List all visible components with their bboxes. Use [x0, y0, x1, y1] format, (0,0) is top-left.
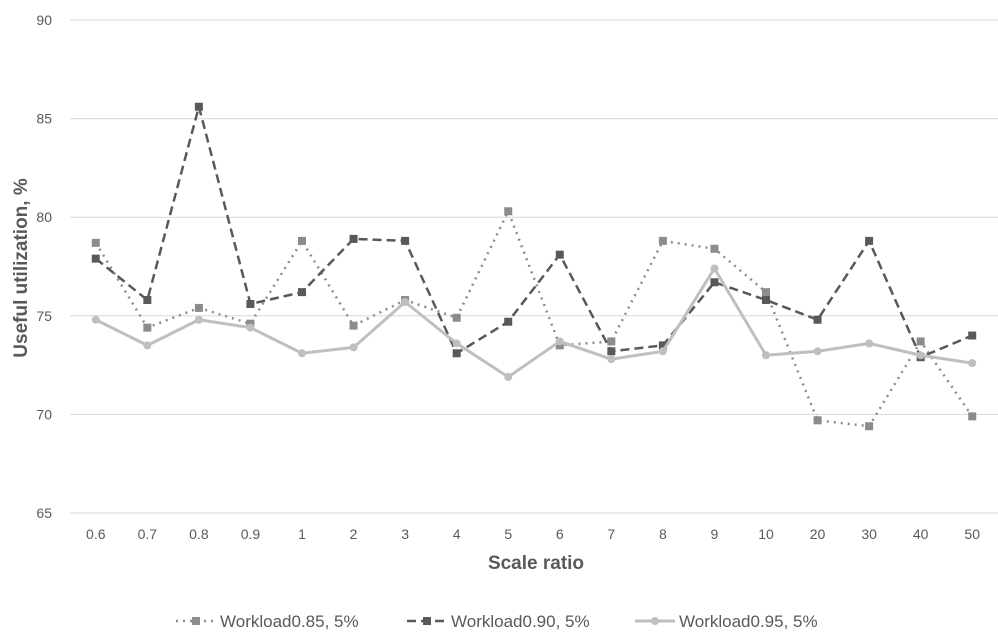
y-axis-title: Useful utilization, % [11, 178, 32, 358]
x-axis-title: Scale ratio [488, 553, 584, 574]
series-line [95, 266, 973, 379]
data-point [813, 416, 822, 425]
data-point [762, 288, 770, 297]
data-point [658, 347, 667, 356]
data-point [658, 236, 667, 245]
data-point [968, 359, 977, 368]
data-point [452, 349, 461, 358]
legend-label: Workload0.95, 5% [679, 612, 818, 631]
data-point [555, 250, 564, 259]
data-point [298, 349, 306, 358]
data-point [194, 303, 203, 312]
x-tick-labels: 0.6 0.7 0.8 0.9 1 2 3 4 5 6 7 8 9 10 20 30 40 50 [86, 526, 980, 542]
x-tick-label: 40 [913, 526, 929, 542]
data-point [607, 337, 616, 346]
x-tick-label: 30 [861, 526, 877, 542]
data-point [91, 254, 100, 263]
data-point [298, 288, 306, 297]
x-tick-label: 7 [607, 526, 615, 542]
data-point [143, 296, 152, 305]
data-point [401, 236, 410, 245]
data-point [246, 299, 255, 308]
data-point [452, 339, 461, 348]
legend-label: Workload0.90, 5% [451, 612, 590, 631]
y-tick-label: 90 [36, 12, 52, 28]
gridlines [70, 19, 998, 514]
data-point [762, 296, 770, 305]
data-point [91, 238, 100, 247]
data-point [865, 236, 874, 245]
x-tick-label: 0.7 [138, 526, 158, 542]
data-point [710, 264, 719, 273]
data-point [865, 339, 874, 348]
data-point [194, 315, 203, 324]
y-tick-label: 85 [36, 111, 52, 127]
data-point [658, 341, 667, 350]
x-tick-label: 50 [964, 526, 980, 542]
data-point [143, 323, 152, 332]
y-tick-label: 80 [36, 209, 52, 225]
data-point [916, 351, 925, 360]
y-tick-label: 65 [36, 505, 52, 521]
legend-item: Workload0.85, 5% [176, 612, 359, 631]
series-line [94, 210, 974, 428]
data-point [555, 337, 564, 346]
data-point [504, 207, 513, 216]
data-point [349, 343, 358, 352]
data-point [504, 317, 513, 326]
y-tick-label: 70 [36, 406, 52, 422]
data-point [968, 331, 977, 340]
data-point [813, 347, 822, 356]
x-tick-label: 10 [758, 526, 774, 542]
x-tick-label: 4 [453, 526, 461, 542]
data-point [710, 278, 719, 287]
data-point [349, 234, 358, 243]
data-point [504, 372, 513, 381]
series-line [94, 105, 973, 359]
legend-item: Workload0.90, 5% [407, 612, 590, 631]
series-1 [91, 207, 977, 431]
data-point [762, 351, 770, 360]
x-tick-label: 0.8 [189, 526, 209, 542]
data-point [91, 315, 100, 324]
data-point [865, 422, 874, 431]
data-point [452, 313, 461, 322]
legend-label: Workload0.85, 5% [220, 612, 359, 631]
series-lines [91, 102, 977, 431]
x-tick-label: 9 [711, 526, 719, 542]
x-tick-label: 5 [504, 526, 512, 542]
data-point [813, 315, 822, 324]
y-tick-label: 75 [36, 308, 52, 324]
data-point [143, 341, 152, 350]
legend: Workload0.85, 5% Workload0.90, 5% Workload… [176, 612, 818, 631]
data-point [607, 347, 616, 356]
x-tick-label: 8 [659, 526, 667, 542]
data-point [401, 297, 410, 306]
data-point [607, 355, 616, 364]
legend-swatch-marker [423, 617, 431, 625]
x-tick-label: 0.9 [241, 526, 261, 542]
x-tick-label: 2 [350, 526, 358, 542]
x-tick-label: 3 [401, 526, 409, 542]
data-point [194, 102, 203, 111]
x-tick-label: 1 [298, 526, 306, 542]
legend-swatch-marker [651, 617, 659, 625]
x-tick-label: 20 [810, 526, 826, 542]
data-point [246, 323, 255, 332]
x-tick-label: 6 [556, 526, 564, 542]
data-point [298, 236, 306, 245]
legend-item: Workload0.95, 5% [635, 612, 818, 631]
legend-swatch-marker [192, 617, 200, 625]
y-tick-labels: 65 70 75 80 85 90 [36, 12, 52, 521]
series-3 [91, 264, 977, 381]
data-point [349, 321, 358, 330]
data-point [968, 412, 977, 421]
x-tick-label: 0.6 [86, 526, 106, 542]
data-point [916, 337, 925, 346]
data-point [710, 244, 719, 253]
